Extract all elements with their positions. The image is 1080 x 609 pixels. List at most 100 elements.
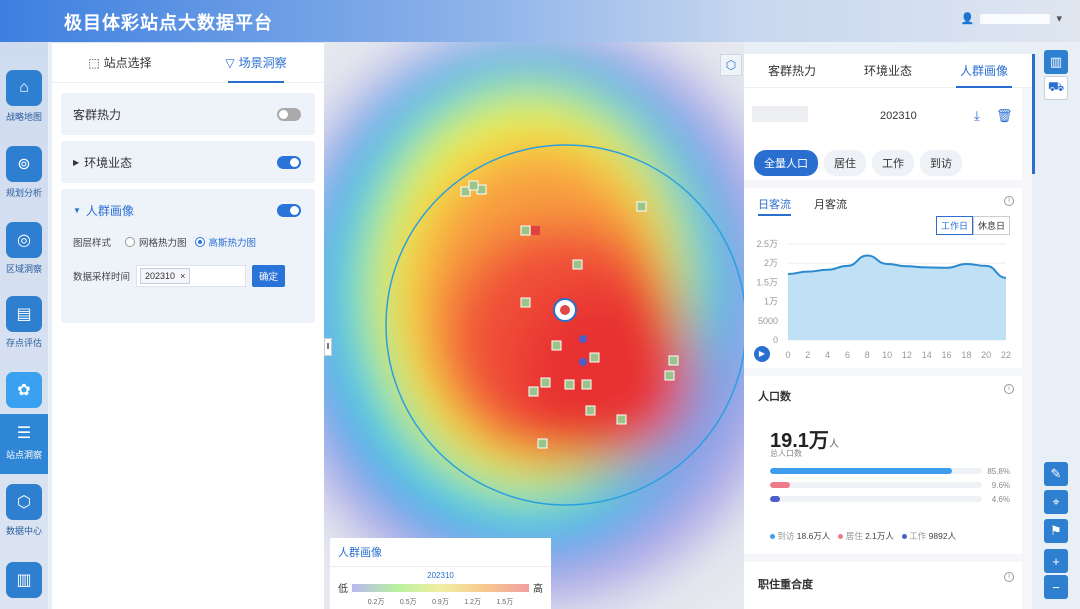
flow-line bbox=[787, 254, 1007, 279]
y-tick-label: 2万 bbox=[764, 258, 778, 268]
env-toggle[interactable] bbox=[277, 155, 301, 169]
tab-site-select[interactable]: ⬚ 站点选择 bbox=[88, 55, 152, 71]
population-bar: 9.6% bbox=[770, 478, 1010, 492]
flag-button[interactable]: ⚑ bbox=[1044, 519, 1068, 543]
zoom-in-button[interactable]: + bbox=[1044, 549, 1068, 573]
user-menu[interactable]: 👤 ▾ bbox=[961, 12, 1062, 25]
trash-icon[interactable]: 🗑 bbox=[996, 108, 1013, 123]
right-panel: 客群热力 环境业态 人群画像 202310 ⤓ 🗑 全量人口 居住 工作 到访 日客流… bbox=[744, 54, 1032, 609]
info-icon[interactable]: i bbox=[1004, 196, 1014, 206]
collapse-handle[interactable]: ‖ bbox=[324, 338, 332, 356]
toggle-holiday[interactable]: 休息日 bbox=[973, 216, 1011, 235]
pill-visit[interactable]: 到访 bbox=[920, 150, 962, 176]
info-icon[interactable]: i bbox=[1004, 572, 1014, 582]
tab-scene-insight[interactable]: ▽ 场景洞察 bbox=[188, 43, 324, 83]
tab-environment[interactable]: 环境业态 bbox=[863, 64, 912, 78]
cube-icon: ⬡ bbox=[6, 484, 42, 520]
user-icon: 👤 bbox=[960, 13, 975, 25]
y-tick-label: 1万 bbox=[764, 297, 778, 307]
app-title: 极目体彩站点大数据平台 bbox=[64, 13, 273, 33]
expand-icon[interactable]: ▶ bbox=[73, 157, 80, 167]
locate-button[interactable]: ⌖ bbox=[1044, 490, 1068, 514]
minus-icon: − bbox=[1052, 579, 1060, 595]
tab-crowd-portrait[interactable]: 人群画像 bbox=[936, 54, 1032, 88]
pill-residence[interactable]: 居住 bbox=[824, 150, 866, 176]
time-select[interactable]: 202310 × bbox=[136, 265, 247, 287]
tab-monthly-flow[interactable]: 月客流 bbox=[814, 199, 847, 211]
portrait-toggle[interactable] bbox=[277, 203, 301, 217]
bus-view-button[interactable]: ⛟ bbox=[1044, 76, 1068, 100]
nav-more[interactable]: ▥ bbox=[0, 562, 48, 598]
filter-icon: ▽ bbox=[225, 55, 235, 70]
chevron-down-icon: ▾ bbox=[1056, 13, 1062, 25]
confirm-button[interactable]: 确定 bbox=[252, 265, 286, 287]
3d-cube-icon[interactable]: ⬡ bbox=[720, 54, 742, 76]
population-sub: 总人口数 bbox=[770, 449, 802, 458]
pill-all-population[interactable]: 全量人口 bbox=[754, 150, 818, 176]
target-icon: ◎ bbox=[6, 222, 42, 258]
x-tick-label: 10 bbox=[882, 350, 892, 360]
population-value: 19.1万 bbox=[770, 430, 829, 452]
legend-high: 高 bbox=[533, 584, 543, 595]
scrollbar[interactable] bbox=[1032, 54, 1035, 174]
x-tick-label: 22 bbox=[1001, 350, 1011, 360]
legend-gradient bbox=[352, 583, 529, 592]
period-label: 202310 bbox=[880, 110, 917, 122]
time-chip[interactable]: 202310 × bbox=[140, 268, 191, 284]
play-icon[interactable]: ▶ bbox=[754, 346, 770, 362]
x-tick-label: 16 bbox=[942, 350, 952, 360]
app-header: 极目体彩站点大数据平台 👤 ▾ bbox=[0, 0, 1080, 42]
nav-planning[interactable]: ⊚ 规划分析 bbox=[0, 146, 48, 199]
chart-view-button[interactable]: ▥ bbox=[1044, 50, 1068, 74]
ruler-button[interactable]: ✎ bbox=[1044, 462, 1068, 486]
bar-chart-icon: ▥ bbox=[1049, 54, 1063, 69]
pill-work[interactable]: 工作 bbox=[872, 150, 914, 176]
overlap-title: 职住重合度 bbox=[758, 579, 813, 591]
tab-daily-flow[interactable]: 日客流 bbox=[758, 196, 791, 216]
site-name-blur bbox=[752, 106, 808, 122]
time-label: 数据采样时间 bbox=[73, 272, 131, 283]
radio-grid-heatmap[interactable]: 网格热力图 bbox=[125, 235, 187, 249]
legend-period: 202310 bbox=[427, 571, 454, 580]
layers-icon: ☰ bbox=[16, 425, 32, 442]
map-legend: 人群画像 202310 低 高 0.2万 0.5万 0.9万 1.2万 1.5万 bbox=[330, 538, 551, 609]
population-title: 人口数 bbox=[758, 391, 791, 403]
station-icon: ✿ bbox=[6, 372, 42, 408]
y-tick-label: 2.5万 bbox=[756, 239, 778, 249]
left-panel: ⬚ 站点选择 ▽ 场景洞察 客群热力 ▶ 环境业态 ▼ 人群画像 图层样式 网格热力图 … bbox=[52, 42, 324, 609]
map-chart-icon: ⌂ bbox=[6, 70, 42, 106]
radio-gauss-heatmap[interactable]: 高斯热力图 bbox=[194, 235, 256, 249]
collapse-icon[interactable]: ▼ bbox=[73, 205, 81, 215]
flow-chart: 0 5000 1万 1.5万 2万 2.5万 0 2 4 6 8 10 12 14 16 18 20 22 bbox=[756, 239, 1011, 360]
x-tick-label: 6 bbox=[845, 350, 850, 360]
nav-data-center[interactable]: ⬡ 数据中心 bbox=[0, 484, 48, 537]
population-bar-fill bbox=[770, 496, 780, 502]
info-icon[interactable]: i bbox=[1004, 384, 1014, 394]
x-tick-label: 0 bbox=[785, 350, 790, 360]
zoom-out-button[interactable]: − bbox=[1044, 575, 1068, 599]
flow-area bbox=[788, 255, 1006, 340]
nav-strategy-map[interactable]: ⌂ 战略地图 bbox=[0, 70, 48, 123]
flag-icon: ⚑ bbox=[1050, 523, 1062, 538]
chip-close-icon[interactable]: × bbox=[180, 271, 186, 281]
env-label: 环境业态 bbox=[84, 155, 133, 170]
ruler-icon: ✎ bbox=[1050, 466, 1062, 481]
tab-customer-heat[interactable]: 客群热力 bbox=[767, 64, 816, 78]
y-tick-label: 0 bbox=[773, 335, 778, 345]
heat-label: 客群热力 bbox=[73, 107, 122, 122]
toggle-workday[interactable]: 工作日 bbox=[936, 216, 974, 235]
nav-station-insight[interactable]: ✿ ☰ 站点洞察 bbox=[0, 372, 48, 474]
style-label: 图层样式 bbox=[73, 238, 112, 249]
download-icon[interactable]: ⤓ bbox=[974, 108, 980, 123]
plus-icon: + bbox=[1052, 553, 1060, 569]
population-legend: 到访 18.6万人 居住 2.1万人 工作 9892人 bbox=[770, 530, 956, 542]
x-tick-label: 2 bbox=[805, 350, 810, 360]
nav-evaluate[interactable]: ▤ 存点评估 bbox=[0, 296, 48, 349]
nav-region[interactable]: ◎ 区域洞察 bbox=[0, 222, 48, 275]
heatmap-map[interactable]: ‖ ⬡ bbox=[324, 42, 744, 609]
heat-toggle[interactable] bbox=[277, 107, 301, 121]
bar-chart-icon: ▥ bbox=[6, 562, 42, 598]
bus-icon: ⛟ bbox=[1047, 79, 1065, 94]
population-bar-fill bbox=[770, 482, 791, 488]
population-bar: 85.8% bbox=[770, 464, 1010, 478]
